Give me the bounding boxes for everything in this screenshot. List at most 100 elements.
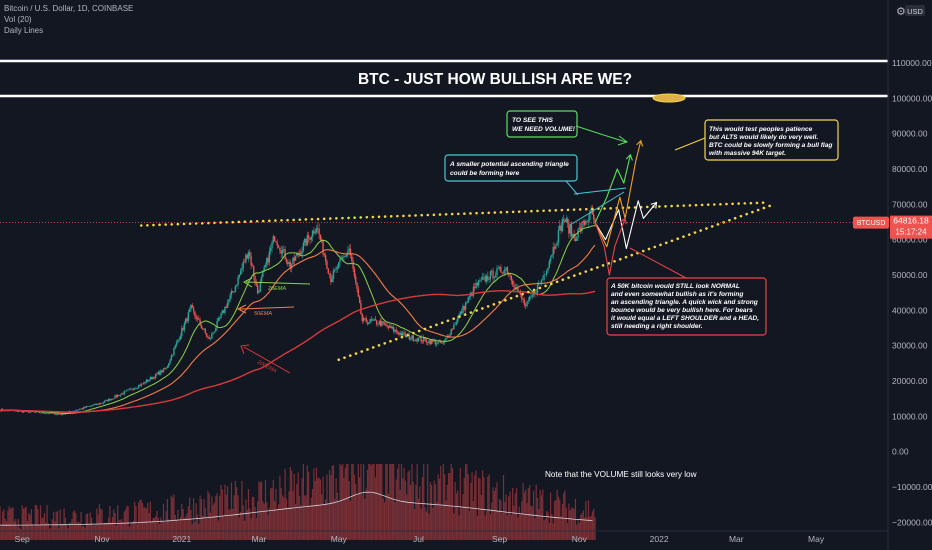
volume-bar	[419, 486, 421, 540]
candle-body	[463, 305, 465, 310]
volume-bar	[412, 481, 414, 540]
volume-bar	[148, 512, 150, 540]
volume-bar	[55, 511, 57, 540]
trendline-upper	[139, 201, 769, 227]
volume-bar	[408, 470, 410, 540]
volume-indicator-header[interactable]: Vol (20)	[4, 15, 32, 24]
candle-body	[489, 271, 492, 280]
candle-body	[208, 337, 210, 340]
settings-button[interactable]: ⚙	[896, 6, 906, 18]
volume-bar	[240, 511, 242, 540]
currency-selector[interactable]: BTCUSD USD	[0, 0, 925, 16]
note-50k[interactable]: A 50K bitcoin would STILL look NORMAL an…	[606, 247, 767, 336]
volume-bar	[343, 477, 345, 540]
candle-body	[464, 302, 467, 310]
volume-bar	[173, 494, 175, 540]
volume-bar	[453, 513, 455, 540]
candle-body	[135, 388, 137, 389]
volume-bar	[93, 525, 95, 540]
candle-body	[556, 242, 558, 246]
volume-bar	[325, 499, 327, 540]
candle-body	[279, 247, 281, 251]
candle-body	[582, 220, 584, 223]
volume-bar	[446, 484, 448, 540]
candle-body	[304, 238, 306, 243]
candle-body	[390, 325, 392, 329]
candle-body	[30, 411, 33, 412]
volume-bar	[245, 499, 247, 540]
time-tick-label: Jul	[413, 534, 424, 544]
candle-body	[195, 315, 197, 320]
volume-bar	[73, 510, 76, 540]
volume-bar	[296, 483, 298, 540]
candle-body	[246, 254, 248, 259]
volume-bar	[226, 486, 229, 540]
candle-body	[542, 279, 544, 281]
candle-body	[241, 267, 243, 271]
candle-body	[220, 313, 222, 318]
candle-body	[569, 225, 571, 234]
volume-bar	[455, 493, 458, 540]
note-triangle[interactable]: A smaller potential ascending triangle c…	[444, 154, 627, 226]
daily-lines-header[interactable]: Daily Lines	[4, 26, 43, 35]
candle-body	[191, 305, 193, 308]
volume-bar	[547, 512, 549, 540]
ma20-label: 20EMA	[267, 286, 286, 292]
volume-bar	[64, 517, 66, 540]
volume-bar	[155, 516, 157, 540]
volume-bar	[330, 475, 332, 540]
volume-bar	[565, 507, 567, 540]
note-alts[interactable]: This would test peoples patience but ALT…	[674, 119, 839, 161]
volume-bar	[249, 508, 251, 540]
candle-body	[263, 267, 265, 272]
volume-bar	[561, 503, 563, 540]
candle-body	[590, 208, 592, 211]
volume-bar	[53, 511, 55, 540]
price-tick-label: 20000.00	[892, 376, 928, 386]
candle-body	[466, 302, 468, 304]
note-50k-line-5: it would equal a LEFT SHOULDER and a HEA…	[611, 315, 759, 322]
volume-bar	[100, 508, 102, 540]
volume-bar	[572, 507, 574, 540]
candle-body	[270, 248, 272, 251]
candle-body	[343, 256, 345, 258]
candle-body	[187, 312, 190, 322]
candle-body	[103, 400, 106, 403]
note-50k-line-2: and even somewhat bullish as it's formin…	[611, 291, 743, 298]
volume-bar	[9, 508, 12, 540]
volume-bar	[234, 480, 237, 540]
price-axis[interactable]: 110000.00 100000.00 90000.00 80000.00 70000.…	[887, 0, 932, 550]
volume-bar	[491, 502, 493, 540]
candle-body	[459, 311, 462, 315]
volume-bar	[424, 507, 426, 540]
volume-bar	[143, 507, 145, 540]
volume-bar	[311, 489, 314, 540]
candle-body	[122, 393, 124, 395]
volume-bar	[200, 498, 203, 540]
candle-body	[551, 255, 553, 258]
volume-bar	[203, 499, 205, 540]
volume-bar	[85, 514, 87, 540]
note-volume[interactable]: TO SEE THIS WE NEED VOLUME!	[506, 110, 629, 146]
candle-body	[476, 282, 479, 286]
volume-bar	[317, 478, 319, 540]
candle-body	[268, 250, 271, 263]
candle-body	[496, 268, 498, 276]
candle-body	[38, 411, 40, 413]
time-axis[interactable]: Sep Nov 2021 Mar May Jul Sep Nov 2022 Mar May	[0, 530, 888, 544]
candle-body	[118, 395, 120, 396]
candle-body	[294, 256, 297, 261]
candle-body	[377, 324, 379, 325]
time-tick-label: May	[808, 534, 825, 544]
volume-bar	[20, 528, 22, 540]
candle-body	[492, 270, 494, 279]
volume-bar	[237, 495, 239, 540]
volume-bar	[381, 463, 383, 540]
price-tick-label: −20000.00	[892, 517, 932, 527]
volume-bar	[97, 514, 99, 540]
candle-body	[561, 219, 564, 232]
volume-bar	[531, 506, 533, 540]
candle-body	[111, 398, 114, 400]
symbol-header[interactable]: Bitcoin / U.S. Dollar, 1D, COINBASE	[4, 4, 133, 13]
